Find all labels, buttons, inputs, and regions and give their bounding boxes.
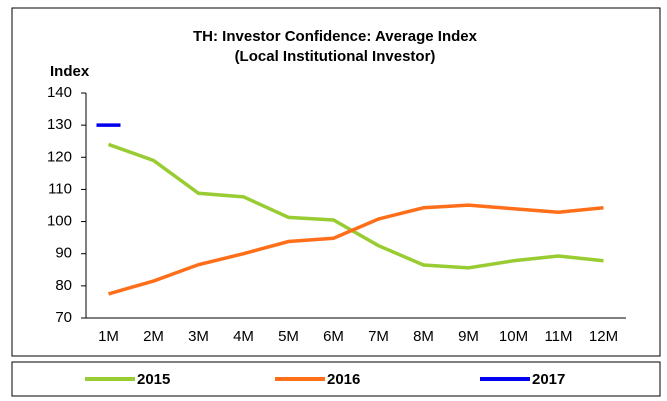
y-tick-label: 120 xyxy=(47,148,72,165)
y-tick-label: 90 xyxy=(55,245,72,262)
x-tick-label: 1M xyxy=(98,328,119,345)
x-tick-label: 12M xyxy=(589,328,618,345)
series-line xyxy=(107,142,604,270)
x-tick-label: 9M xyxy=(458,328,479,345)
legend-label: 2017 xyxy=(532,371,565,388)
y-tick-label: 100 xyxy=(47,213,72,230)
y-tick-label: 110 xyxy=(48,180,72,197)
x-tick-label: 11M xyxy=(544,328,572,345)
y-tick-label: 80 xyxy=(55,277,72,294)
y-tick-label: 140 xyxy=(47,84,72,101)
x-tick-label: 8M xyxy=(413,328,434,345)
legend-label: 2015 xyxy=(137,371,170,388)
x-tick-label: 7M xyxy=(368,328,389,345)
x-tick-label: 4M xyxy=(233,328,254,345)
chart-subtitle: (Local Institutional Investor) xyxy=(235,48,436,65)
x-tick-label: 3M xyxy=(188,328,209,345)
y-tick-label: 130 xyxy=(47,116,72,133)
legend-label: 2016 xyxy=(327,371,360,388)
y-axis-label: Index xyxy=(50,63,90,80)
x-tick-label: 6M xyxy=(323,328,344,345)
chart-frame xyxy=(11,7,661,357)
x-tick-label: 10M xyxy=(499,328,528,345)
series-line xyxy=(108,203,604,296)
x-tick-label: 2M xyxy=(143,328,164,345)
y-tick-label: 70 xyxy=(55,309,72,326)
chart-title: TH: Investor Confidence: Average Index xyxy=(193,28,478,45)
x-tick-label: 5M xyxy=(278,328,299,345)
